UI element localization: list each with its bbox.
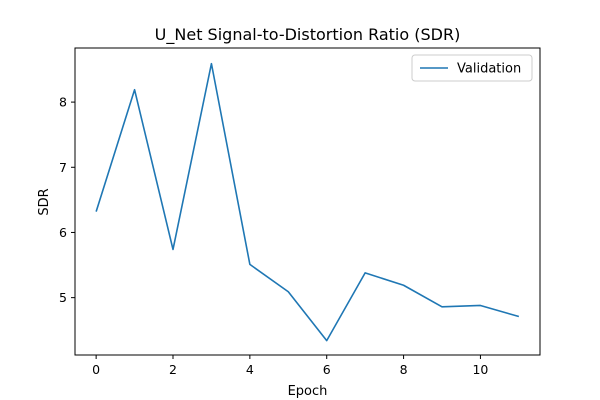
chart-title: U_Net Signal-to-Distortion Ratio (SDR) <box>155 25 461 45</box>
x-tick-label: 2 <box>169 362 177 377</box>
x-tick-label: 10 <box>472 362 488 377</box>
plot-frame <box>74 47 541 356</box>
x-tick-label: 8 <box>400 362 408 377</box>
y-tick-label: 8 <box>59 95 67 110</box>
y-tick-label: 6 <box>59 225 67 240</box>
y-axis: 5 6 7 8 <box>59 95 75 305</box>
legend-label: Validation <box>457 62 521 77</box>
legend-box <box>411 54 533 82</box>
x-tick-label: 4 <box>246 362 254 377</box>
series-line-0 <box>95 62 520 342</box>
y-tick-label: 5 <box>59 290 67 305</box>
x-tick-label: 6 <box>323 362 331 377</box>
x-axis: 0 2 4 6 8 10 <box>92 355 488 377</box>
x-axis-label: Epoch <box>288 384 328 399</box>
plot-area <box>74 47 541 356</box>
legend: Validation <box>411 54 533 82</box>
y-axis-label: SDR <box>37 188 52 215</box>
x-tick-label: 0 <box>92 362 100 377</box>
y-tick-label: 7 <box>59 160 67 175</box>
